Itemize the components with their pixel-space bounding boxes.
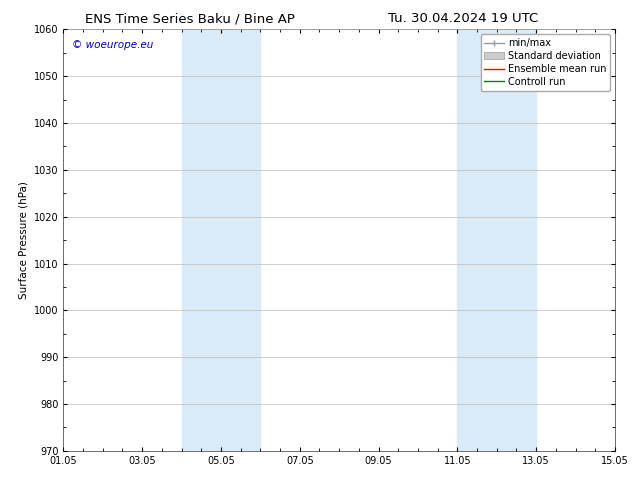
Text: ENS Time Series Baku / Bine AP: ENS Time Series Baku / Bine AP [85,12,295,25]
Text: Tu. 30.04.2024 19 UTC: Tu. 30.04.2024 19 UTC [388,12,538,25]
Legend: min/max, Standard deviation, Ensemble mean run, Controll run: min/max, Standard deviation, Ensemble me… [481,34,610,91]
Bar [457,29,536,451]
Text: © woeurope.eu: © woeurope.eu [72,40,153,50]
Y-axis label: Surface Pressure (hPa): Surface Pressure (hPa) [18,181,29,299]
Bar [181,29,261,451]
